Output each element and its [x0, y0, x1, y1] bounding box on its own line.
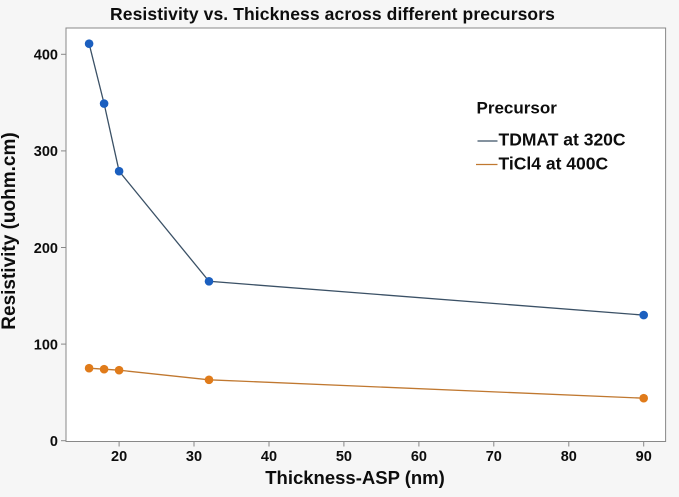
- svg-text:TiCl4 at 400C: TiCl4 at 400C: [499, 154, 609, 174]
- svg-text:20: 20: [111, 449, 127, 465]
- svg-text:80: 80: [561, 449, 577, 465]
- svg-text:Resistivity (uohm.cm): Resistivity (uohm.cm): [0, 132, 20, 329]
- svg-text:Precursor: Precursor: [477, 99, 558, 118]
- svg-text:300: 300: [34, 144, 58, 160]
- svg-text:40: 40: [261, 449, 277, 465]
- svg-text:60: 60: [411, 449, 427, 465]
- svg-text:0: 0: [50, 434, 58, 450]
- svg-text:100: 100: [34, 337, 58, 353]
- svg-text:50: 50: [336, 449, 352, 465]
- svg-text:TDMAT at 320C: TDMAT at 320C: [499, 130, 626, 150]
- svg-text:30: 30: [186, 449, 202, 465]
- svg-text:200: 200: [34, 241, 58, 257]
- svg-text:90: 90: [636, 449, 652, 465]
- svg-text:400: 400: [34, 48, 58, 64]
- svg-text:Thickness-ASP (nm): Thickness-ASP (nm): [265, 467, 445, 488]
- svg-text:70: 70: [486, 449, 502, 465]
